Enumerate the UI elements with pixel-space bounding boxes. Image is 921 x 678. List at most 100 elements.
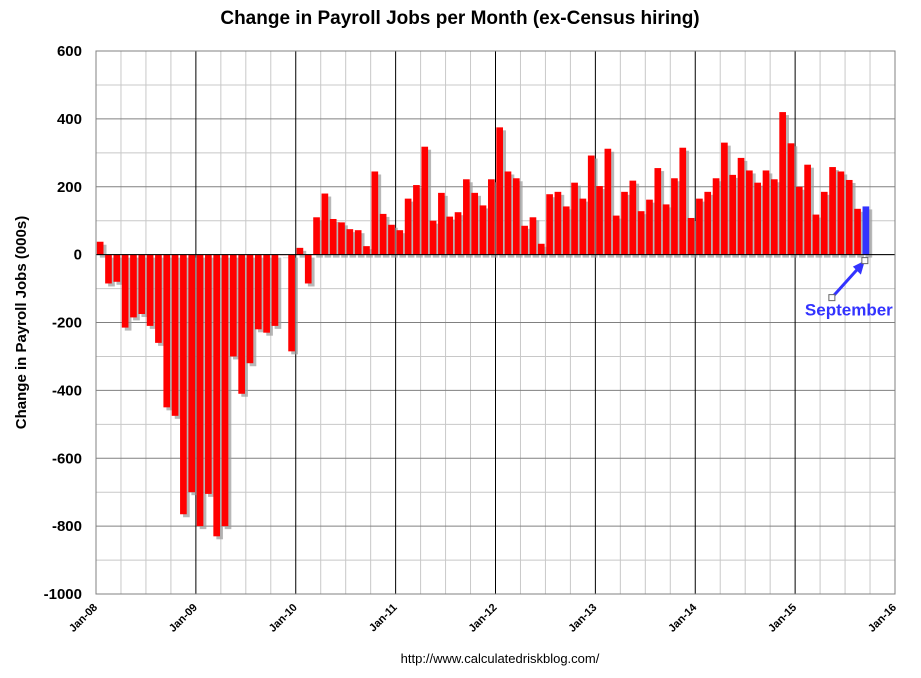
bar [463,179,470,255]
bar [795,186,803,255]
bar [321,193,329,255]
bar [596,186,603,255]
bar [96,241,104,255]
y-tick-label: 200 [57,179,82,196]
bar [546,194,553,255]
bar [737,157,745,255]
bar [121,254,129,328]
bar [662,204,670,255]
bar [770,179,778,255]
bar [629,180,637,255]
bar [762,170,770,255]
bar [512,178,520,255]
bar [621,191,628,255]
bar [854,208,861,255]
bar [721,142,728,255]
bar [246,254,254,364]
bar [205,254,212,494]
bar [804,164,811,255]
bar [188,254,196,493]
bar [471,192,479,255]
bar [845,179,853,255]
bar [221,254,229,527]
y-tick-label: -800 [52,518,82,535]
bar [787,143,795,255]
bar [496,127,503,255]
annotation: September [805,257,893,320]
bar [421,146,429,255]
bar [196,254,204,527]
bar [155,254,162,343]
bar [213,254,221,537]
bar [238,254,245,394]
bar [820,191,828,255]
bar [288,254,295,352]
x-tick-label: Jan-16 [866,602,899,635]
bar [687,217,695,255]
bar [346,229,354,255]
bar [163,254,171,408]
bar [488,179,495,255]
plot-frame [95,50,896,595]
annotation-label: September [805,301,893,320]
x-tick-label: Jan-12 [466,602,499,635]
bar [296,247,304,255]
bar [229,254,237,357]
bar [604,148,612,255]
bar [587,155,595,255]
bar [554,191,562,255]
bar [446,216,454,255]
bar [180,254,187,515]
bar [304,254,312,284]
bar [313,217,320,255]
chart-title: Change in Payroll Jobs per Month (ex-Cen… [220,8,699,29]
bar [429,220,437,255]
bar [130,254,137,318]
bar [404,198,412,255]
bar [637,211,645,255]
x-tick-label: Jan-14 [666,601,700,635]
bar-highlight [862,206,870,255]
bar [504,171,512,255]
bars [96,112,873,540]
bar [579,198,587,255]
bar [837,171,845,255]
bar [704,191,712,255]
bar [529,217,537,255]
annotation-tip-marker [861,257,869,265]
bar [138,254,146,315]
bar [671,178,678,255]
bar [113,254,121,282]
bar [746,170,753,255]
bar [754,182,762,255]
bar [521,225,528,255]
bar [105,254,112,284]
y-tick-label: 0 [74,247,82,264]
bar [338,222,345,255]
bar [254,254,262,330]
y-tick-label: -200 [52,315,82,332]
y-tick-label: 600 [57,43,82,60]
bar [537,243,545,255]
bar [454,212,462,255]
bar [371,171,379,255]
x-tick-labels: Jan-08 Jan-09 Jan-10 Jan-11 Jan-12 Jan-13 Jan-… [67,601,899,635]
bar [696,198,703,255]
y-tick-label: 400 [57,111,82,128]
bar [354,230,362,255]
annotation-tail-marker [828,294,836,302]
x-tick-label: Jan-08 [67,602,100,635]
bar [396,230,404,255]
plot-border [95,50,896,595]
x-tick-label: Jan-15 [766,602,799,635]
bar [712,178,720,255]
bar-shadow [282,257,290,259]
annotation-arrow [830,266,860,299]
source-url: http://www.calculatedriskblog.com/ [401,651,600,666]
x-tick-label: Jan-11 [367,602,400,635]
y-tick-label: -1000 [44,586,82,603]
bar [612,215,620,255]
bar [413,185,420,255]
y-axis-label: Change in Payroll Jobs (000s) [13,216,30,429]
y-tick-labels: 600 400 200 0 -200 -400 -600 -800 -1000 [44,43,82,603]
